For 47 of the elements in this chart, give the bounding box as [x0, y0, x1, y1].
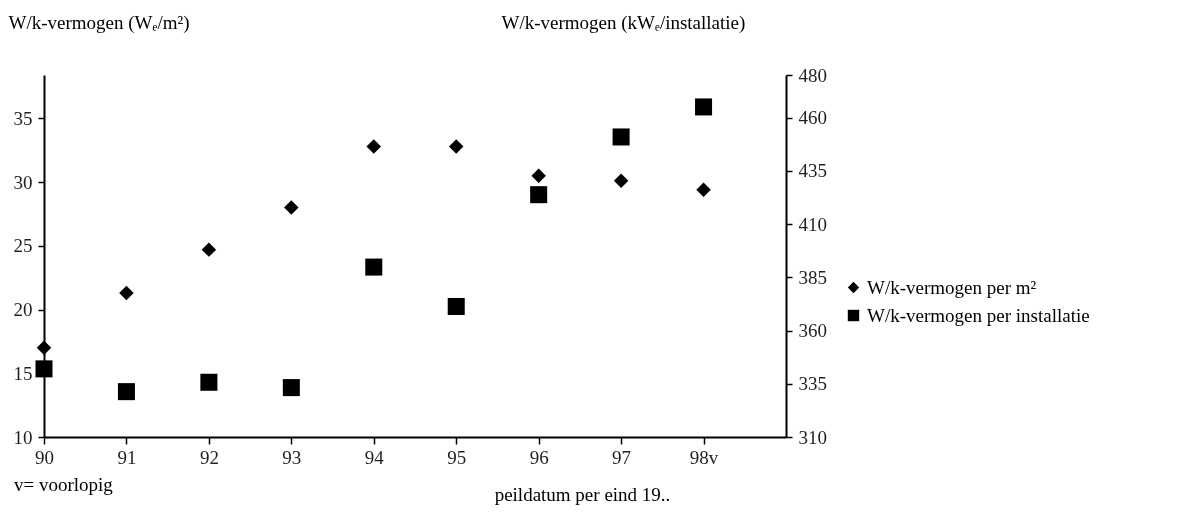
y2-tick-label: 360: [798, 320, 827, 342]
x-tick-label: 96: [529, 446, 549, 468]
y2-tick-label: 385: [798, 266, 827, 288]
point: [35, 360, 53, 378]
point: [531, 168, 546, 183]
y-tick-label: 10: [13, 426, 33, 448]
point: [447, 297, 465, 315]
x-tick-label: 94: [364, 446, 385, 468]
text: v= voorlopig: [14, 474, 114, 495]
point: [201, 242, 217, 257]
y-tick-label: 15: [13, 362, 33, 384]
y-tick-label: 20: [13, 299, 33, 321]
point: [36, 340, 52, 356]
x-tick-label: 91: [117, 446, 137, 468]
y-axis-title: W/k-vermogen (Wₑ/m²): [8, 11, 190, 34]
legend-label: W/k-vermogen per m²: [867, 276, 1037, 298]
point: [282, 379, 300, 397]
y2-tick-label: 435: [798, 160, 827, 182]
point: [284, 200, 299, 215]
x-tick-label: 90: [35, 446, 54, 468]
point: [365, 258, 383, 276]
y2-tick-label: 335: [798, 373, 827, 395]
point: [117, 383, 135, 401]
y-tick-label: 35: [13, 107, 33, 129]
point: [613, 173, 629, 189]
legend-label: W/k-vermogen per installatie: [867, 304, 1090, 326]
y-tick-label: 25: [13, 235, 33, 257]
x-tick-label: 97: [612, 446, 632, 468]
y2-tick-label: 410: [798, 213, 827, 235]
x-tick-label: 92: [199, 446, 219, 468]
x-tick-label: 93: [282, 446, 302, 468]
point: [695, 98, 713, 116]
point: [530, 186, 548, 204]
point: [119, 285, 134, 301]
y2-tick-label: 460: [798, 107, 827, 129]
y2-tick-label: 310: [798, 426, 827, 448]
point: [612, 128, 630, 146]
y2-tick-label: 480: [798, 64, 827, 86]
x-tick-label: 95: [447, 446, 467, 468]
point: [448, 139, 464, 154]
x-tick-label: 98v: [689, 446, 719, 468]
point: [696, 182, 711, 197]
y2-axis-title: W/k-vermogen (kWₑ/installatie): [501, 11, 746, 34]
point: [366, 139, 382, 154]
point: [200, 373, 218, 391]
x-axis-title: peildatum per eind 19..: [494, 483, 671, 505]
y-tick-label: 30: [13, 171, 33, 193]
